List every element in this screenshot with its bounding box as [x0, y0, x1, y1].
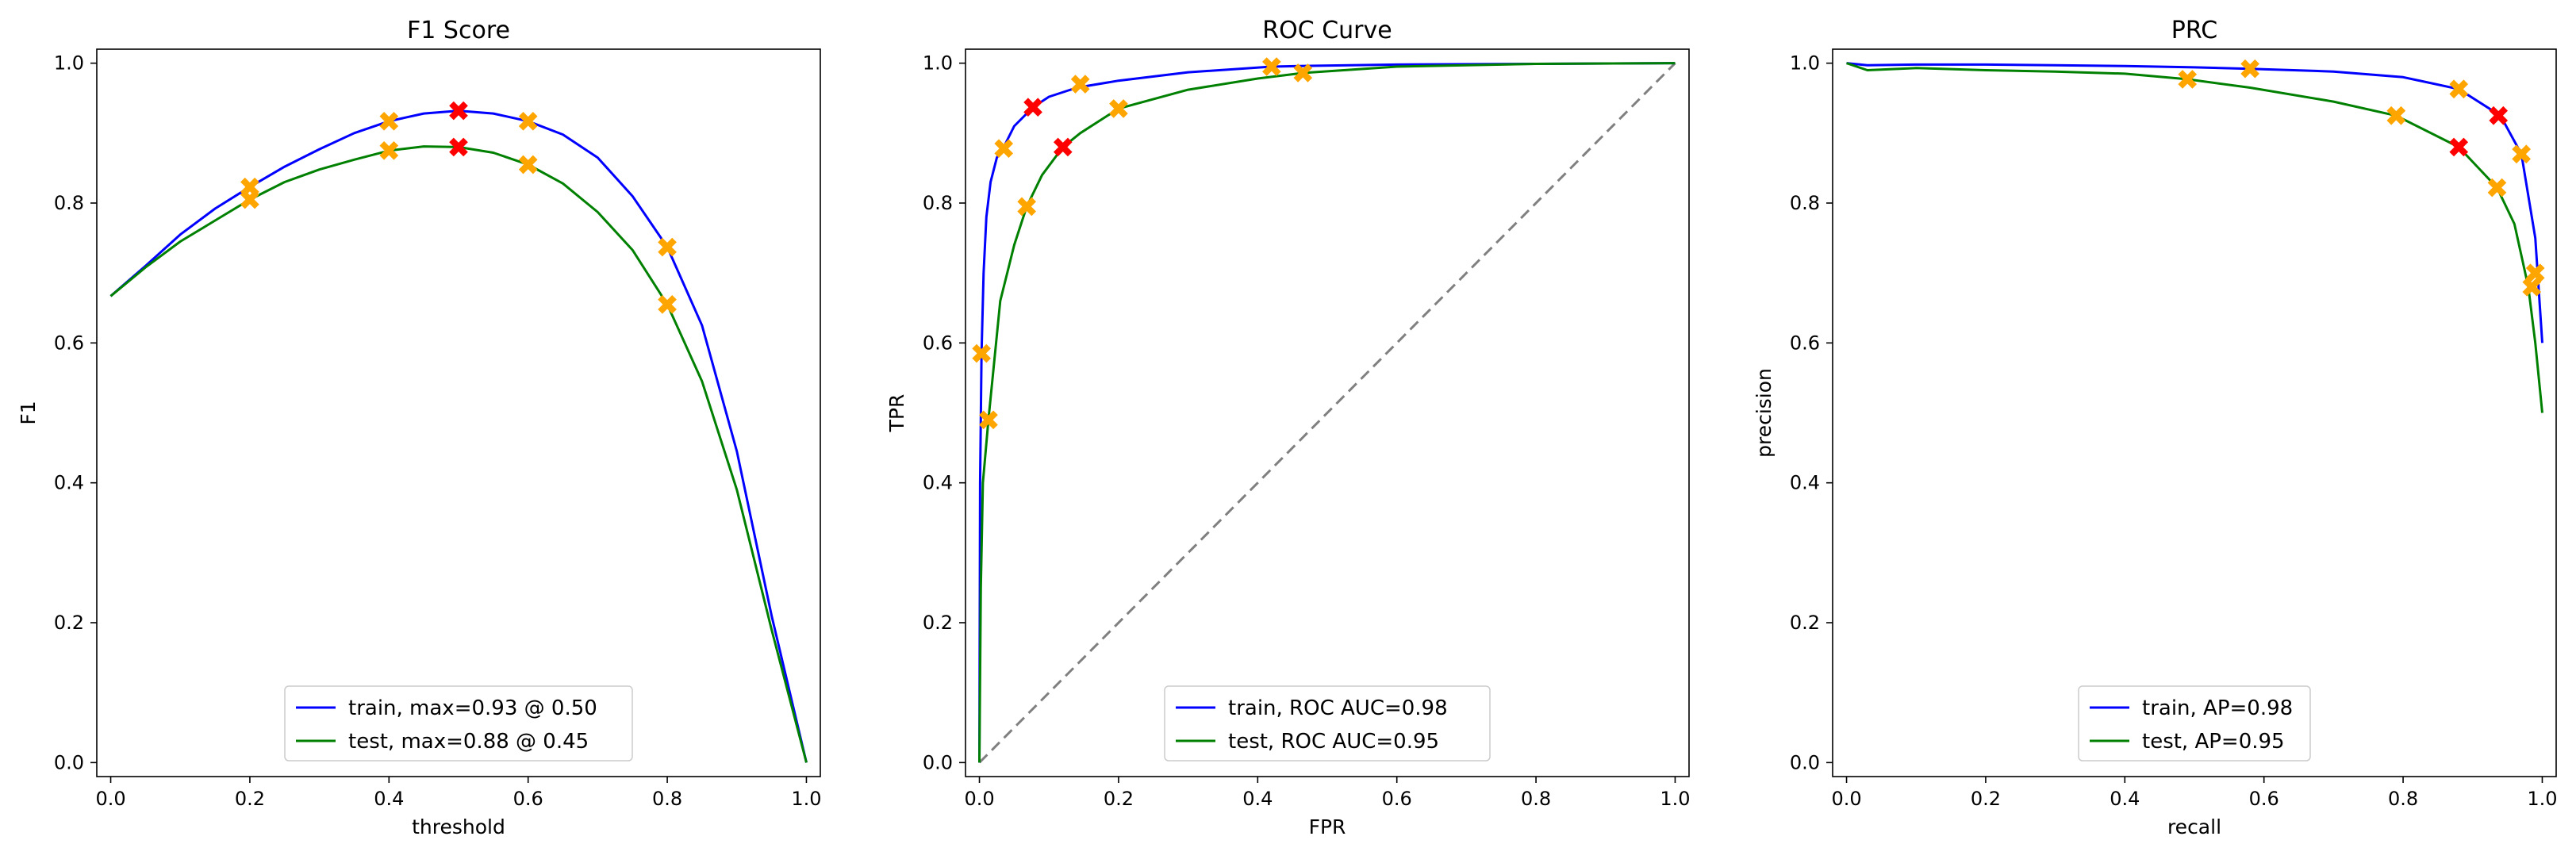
legend-box: [284, 685, 633, 762]
threshold-marker: [2449, 79, 2469, 99]
axes-frame: [96, 48, 821, 777]
threshold-marker: [1109, 99, 1128, 118]
y-tick-label: 0.4: [923, 472, 953, 494]
chart-title: F1 Score: [407, 17, 510, 44]
x-tick-label: 0.6: [513, 788, 543, 810]
y-tick-label: 0.2: [1790, 612, 1820, 634]
threshold-marker: [979, 410, 998, 430]
plot-area: [1846, 59, 2545, 413]
x-tick-label: 0.0: [1831, 788, 1861, 810]
y-tick-label: 0.4: [54, 472, 84, 494]
plot-area: [109, 101, 808, 763]
legend-entry: train, AP=0.98: [2142, 696, 2293, 720]
threshold-marker: [1070, 75, 1090, 94]
threshold-marker: [379, 141, 399, 160]
y-axis-label: precision: [1753, 368, 1776, 458]
subplot-2: ROC Curve 0.0 0.0 0.2 0.2 0.4 0.4 0.6 0.6 0.8 0.8 1…: [885, 17, 1691, 838]
x-tick-label: 0.8: [1521, 788, 1551, 810]
threshold-marker: [1017, 197, 1036, 217]
threshold-marker: [658, 295, 677, 314]
legend-entry: test, max=0.88 @ 0.45: [348, 730, 589, 754]
chart-title: ROC Curve: [1262, 17, 1392, 44]
y-tick-label: 0.4: [1790, 472, 1820, 494]
threshold-marker: [2522, 277, 2542, 297]
series-line-test: [1846, 62, 2543, 413]
y-tick-label: 1.0: [923, 52, 953, 75]
legend-entry: train, ROC AUC=0.98: [1228, 696, 1448, 720]
x-tick-label: 0.8: [2388, 788, 2418, 810]
best-threshold-marker: [449, 101, 468, 121]
legend-entry: test, AP=0.95: [2142, 730, 2285, 754]
y-tick-label: 0.2: [54, 612, 84, 634]
legend-entry: train, max=0.93 @ 0.50: [348, 696, 597, 720]
legend: train, ROC AUC=0.98 test, ROC AUC=0.95: [1164, 685, 1491, 762]
y-tick-label: 0.0: [1790, 751, 1820, 773]
legend-entry: test, ROC AUC=0.95: [1228, 730, 1439, 754]
x-tick-label: 1.0: [2527, 788, 2557, 810]
x-tick-label: 0.0: [964, 788, 994, 810]
x-tick-label: 1.0: [1660, 788, 1690, 810]
axes-frame: [1832, 48, 2557, 777]
threshold-marker: [972, 343, 991, 363]
y-tick-label: 0.8: [54, 192, 84, 214]
x-axis-label: recall: [2167, 815, 2221, 838]
threshold-marker: [2512, 144, 2531, 164]
legend-box: [1164, 685, 1491, 762]
y-tick-label: 0.6: [54, 332, 84, 354]
y-axis-label: F1: [17, 401, 40, 424]
x-tick-label: 0.4: [2110, 788, 2140, 810]
best-threshold-marker: [2449, 137, 2469, 157]
y-axis-label: TPR: [885, 394, 908, 433]
x-tick-label: 1.0: [791, 788, 821, 810]
x-axis-label: threshold: [412, 815, 505, 838]
plot-area: [972, 57, 1676, 764]
subplot-1: F1 Score 0.0 0.0 0.2 0.2 0.4 0.4 0.6 0.6 0.8 0.8 1.…: [17, 17, 822, 838]
legend: train, AP=0.98 test, AP=0.95: [2078, 685, 2311, 762]
best-threshold-marker: [1023, 98, 1042, 117]
threshold-marker: [994, 139, 1014, 159]
y-tick-label: 1.0: [1790, 52, 1820, 75]
chart-title: PRC: [2171, 17, 2217, 44]
threshold-marker: [2487, 178, 2507, 198]
x-tick-label: 0.2: [1104, 788, 1134, 810]
threshold-marker: [1293, 63, 1313, 82]
y-tick-label: 0.0: [54, 751, 84, 773]
threshold-marker: [518, 155, 538, 175]
x-tick-label: 0.2: [235, 788, 265, 810]
threshold-marker: [2178, 70, 2198, 89]
y-tick-label: 0.8: [923, 192, 953, 214]
threshold-marker: [2240, 59, 2259, 79]
y-tick-label: 0.2: [923, 612, 953, 634]
x-tick-label: 0.4: [374, 788, 404, 810]
threshold-marker: [240, 190, 259, 209]
best-threshold-marker: [2489, 105, 2509, 125]
threshold-marker: [1262, 57, 1281, 76]
x-tick-label: 0.6: [1382, 788, 1412, 810]
legend: train, max=0.93 @ 0.50 test, max=0.88 @ 0…: [284, 685, 633, 762]
y-tick-label: 0.0: [923, 751, 953, 773]
best-threshold-marker: [449, 137, 468, 157]
subplot-3: PRC 0.0 0.0 0.2 0.2 0.4 0.4 0.6 0.6 0.8 0.8 1.0 1.0 r…: [1753, 17, 2558, 838]
x-tick-label: 0.8: [652, 788, 682, 810]
x-tick-label: 0.4: [1242, 788, 1273, 810]
y-tick-label: 0.6: [1790, 332, 1820, 354]
legend-box: [2078, 685, 2311, 762]
chance-diagonal-line: [978, 62, 1676, 764]
best-threshold-marker: [1053, 137, 1073, 157]
threshold-marker: [379, 111, 399, 131]
threshold-marker: [518, 111, 538, 131]
y-tick-label: 1.0: [54, 52, 84, 75]
x-axis-label: FPR: [1309, 815, 1346, 838]
x-tick-label: 0.2: [1971, 788, 2001, 810]
threshold-marker: [658, 237, 677, 257]
threshold-marker: [2386, 105, 2406, 125]
x-tick-label: 0.6: [2249, 788, 2279, 810]
axes-frame: [965, 48, 1690, 777]
x-tick-label: 0.0: [95, 788, 125, 810]
subplots: F1 Score 0.0 0.0 0.2 0.2 0.4 0.4 0.6 0.6 0.8 0.8 1.…: [17, 17, 2558, 838]
y-tick-label: 0.6: [923, 332, 953, 354]
y-tick-label: 0.8: [1790, 192, 1820, 214]
threshold-marker: [2525, 263, 2545, 282]
